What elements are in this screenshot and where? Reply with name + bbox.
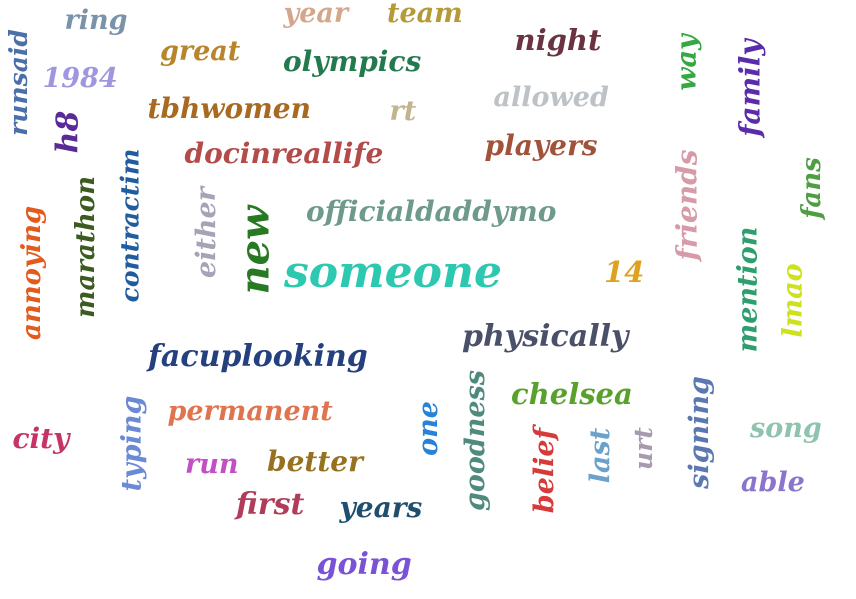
word-h8: h8 [49,110,85,154]
word-permanent: permanent [167,395,333,427]
word-either: either [190,186,222,278]
word-olympics: olympics [283,45,422,78]
word-ring: ring [64,4,128,36]
word-song: song [750,412,822,444]
word-goodness: goodness [459,369,491,511]
word-friends: friends [669,149,703,261]
word-marathon: marathon [71,175,102,319]
word-great: great [160,35,241,67]
word-able: able [741,466,805,498]
word-runsaid: runsaid [3,28,33,136]
word-someone: someone [284,247,503,298]
word-rt: rt [389,95,417,127]
word-mention: mention [732,226,764,352]
word-physically: physically [462,319,629,354]
word-annoying: annoying [17,205,48,341]
word-city: city [12,422,70,455]
word-fans: fans [796,157,827,219]
word-one: one [412,400,444,456]
word-14: 14 [604,254,645,289]
word-belief: belief [528,427,560,513]
word-players: players [484,129,598,162]
word-run: run [185,448,239,480]
word-1984: 1984 [42,62,118,94]
word-way: way [671,33,703,91]
word-going: going [316,547,412,582]
word-signing: signing [683,375,715,489]
word-first: first [236,487,305,522]
word-better: better [267,445,363,478]
word-typing: typing [116,395,148,491]
word-officialdaddymo: officialdaddymo [306,195,557,228]
word-year: year [283,0,349,29]
word-new: new [230,205,278,295]
word-contractim: contractim [115,148,145,302]
word-tbhwomen: tbhwomen [147,92,311,125]
word-night: night [514,22,602,57]
word-team: team [387,0,463,29]
word-allowed: allowed [493,81,609,113]
word-facuplooking: facuplooking [148,339,368,374]
word-last: last [584,427,616,483]
word-docinreallife: docinreallife [184,137,384,170]
word-years: years [339,491,423,524]
word-family: family [733,39,767,137]
word-chelsea: chelsea [511,376,633,411]
word-lmao: lmao [777,262,809,338]
word-urt: urt [628,426,658,470]
